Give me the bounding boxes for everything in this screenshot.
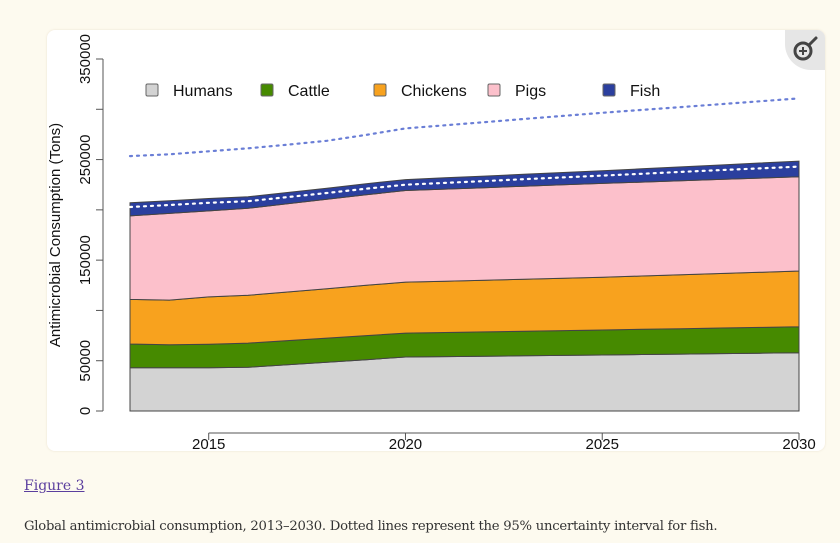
legend-swatch-cattle [260, 83, 274, 97]
fish-ci-upper-line [128, 97, 801, 158]
legend: Humans Cattle Chickens Pigs Fish [145, 83, 660, 100]
legend-label-pigs: Pigs [515, 83, 546, 100]
y-tick-label: 50000 [77, 340, 94, 382]
legend-label-cattle: Cattle [288, 83, 330, 100]
y-axis-title: Antimicrobial Consumption (Tons) [47, 123, 64, 347]
fish-uncertainty-lines [128, 97, 801, 209]
y-tick-label: 250000 [77, 135, 94, 185]
x-tick-label: 2020 [389, 436, 422, 453]
area-layers [129, 160, 800, 412]
y-axis: 0 50000 150000 250000 350000 [77, 34, 104, 415]
legend-label-fish: Fish [630, 83, 660, 100]
stacked-area-chart: 0 50000 150000 250000 350000 2015 2020 2025 203… [47, 34, 816, 453]
legend-label-humans: Humans [173, 83, 233, 100]
fish-ci-lower-line [128, 165, 801, 209]
x-tick-label: 2030 [782, 436, 815, 453]
figure-caption: Global antimicrobial consumption, 2013–2… [24, 519, 718, 534]
zoom-button[interactable] [785, 30, 825, 70]
zoom-in-icon [793, 36, 818, 61]
legend-swatch-fish [602, 83, 616, 97]
x-axis: 2015 2020 2025 2030 [192, 432, 816, 453]
x-tick-label: 2025 [586, 436, 619, 453]
figure-link[interactable]: Figure 3 [24, 478, 85, 494]
y-tick-label: 350000 [77, 34, 94, 84]
area-fish [129, 160, 800, 217]
x-tick-label: 2015 [192, 436, 225, 453]
legend-swatch-humans [145, 83, 159, 97]
legend-swatch-pigs [487, 83, 501, 97]
legend-swatch-chickens [373, 83, 387, 97]
y-tick-label: 0 [77, 407, 94, 415]
legend-label-chickens: Chickens [401, 83, 467, 100]
y-tick-label: 150000 [77, 235, 94, 285]
